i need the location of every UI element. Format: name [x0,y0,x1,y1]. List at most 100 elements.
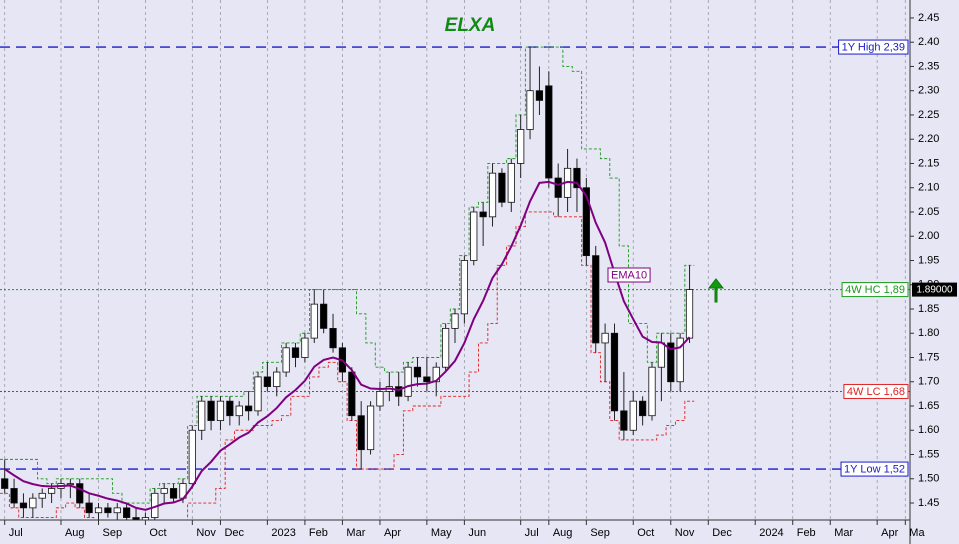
candle-body [226,400,234,417]
y-tick-label: 2.10 [918,182,939,194]
x-tick-label: Sep [103,527,123,539]
y-tick-label: 1.70 [918,376,939,388]
y-tick-label: 1.50 [918,473,939,485]
candle-body [245,405,253,412]
candle-body [207,400,215,421]
candle-body [610,332,619,412]
candle-body [216,400,225,421]
reference-label-text: 1Y Low 1,52 [844,463,905,475]
candle-body [169,488,178,499]
x-tick-label: May [431,527,452,539]
last-price-box [912,282,957,297]
candle-body [526,90,534,130]
candle-body [19,502,28,509]
candle-body [66,483,74,486]
candle-body [479,211,487,218]
candle-body [85,502,93,514]
x-tick-label: Oct [637,527,654,539]
candle-body [366,405,375,451]
candle-body [123,507,131,518]
x-tick-label: Apr [881,527,898,539]
x-tick-label: Apr [384,527,401,539]
candle-body [282,347,290,373]
candle-body [104,507,112,514]
candle-body [685,289,694,339]
candle-body [592,255,600,344]
y-tick-label: 2.05 [918,206,939,218]
candle-body [657,342,665,368]
y-tick-label: 2.15 [918,157,939,169]
x-tick-label: Mar [834,527,853,539]
y-tick-label: 1.55 [918,448,939,460]
x-tick-label: Dec [712,527,732,539]
candle-body [498,172,506,203]
candle-body [254,376,262,412]
candle-body [573,167,581,189]
candle-body [348,371,356,417]
reference-label-box [840,461,909,477]
candle-body [132,517,140,520]
x-tick-label: Mar [346,527,365,539]
chart-title: ELXA [445,15,496,36]
x-tick-label: Oct [149,527,166,539]
candle-body [10,488,18,504]
candle-body [29,497,37,509]
candle-body [94,507,103,514]
candle-body [395,386,403,397]
reference-label: 4W LC 1,68 [843,383,909,399]
y-tick-label: 2.45 [918,12,939,24]
reference-label: 1Y High 2,39 [838,39,909,55]
reference-label-text: 4W HC 1,89 [845,284,905,296]
candle-body [676,337,684,383]
series-label: EMA10 [607,267,651,283]
reference-label-box [838,39,909,55]
candle-body [198,400,206,431]
candle-body [76,483,84,504]
candle-body [291,347,300,358]
candle-body [47,488,56,494]
reference-label-box [843,383,909,399]
candle-body [273,371,281,388]
reference-label: 1Y Low 1,52 [840,461,909,477]
candle-body [329,327,337,349]
candle-body [582,187,590,257]
candle-body [188,429,196,485]
x-tick-label: Ma [909,527,925,539]
candle-body [301,337,309,358]
reference-label-text: 4W LC 1,68 [847,386,905,398]
candle-body [404,366,412,397]
y-tick-label: 2.00 [918,230,939,242]
candle-body [639,400,647,417]
candle-body [113,507,121,514]
plot-area [0,0,910,520]
candle-body [601,332,609,344]
candle-body [545,85,553,179]
candle-body [535,90,544,101]
ema-line [4,180,691,511]
candle-body [517,129,525,164]
x-tick-label: Nov [196,527,216,539]
lower-channel [0,211,695,520]
candle-body [451,313,459,329]
y-tick-label: 1.95 [918,254,939,266]
y-tick-label: 2.25 [918,109,939,121]
candle-body [357,415,365,451]
candle-body [413,366,422,378]
candle-body [376,391,384,407]
candle-body [38,492,46,499]
y-tick-label: 1.75 [918,351,939,363]
x-tick-label: Jul [9,527,23,539]
y-tick-label: 1.60 [918,424,939,436]
candle-body [310,303,318,339]
y-tick-label: 1.45 [918,497,939,509]
reference-label-box [841,282,909,298]
x-tick-label: 2024 [759,527,783,539]
upper-channel [0,46,695,504]
candle-body [460,260,468,315]
candle-body [1,478,9,489]
candle-body [263,376,271,388]
x-tick-label: Feb [309,527,328,539]
last-price-label: 1.89000 [916,285,953,296]
